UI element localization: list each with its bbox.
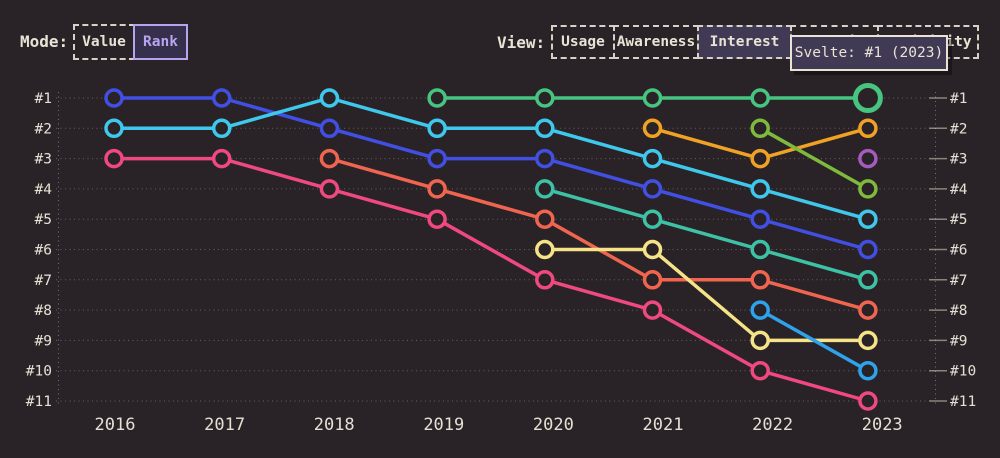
rank-label-right: #9 — [950, 333, 967, 349]
series-line-rose — [112, 156, 870, 403]
marker-svelte-green-2021[interactable] — [642, 88, 663, 108]
marker-teal-2023[interactable] — [858, 270, 878, 290]
rank-label-left: #6 — [35, 243, 52, 259]
rank-label-left: #2 — [35, 121, 52, 137]
series-line-cyan — [112, 96, 870, 221]
mode-rank-button[interactable]: Rank — [133, 24, 188, 60]
marker-lime-2022[interactable] — [750, 118, 770, 139]
series-line-sky — [758, 308, 870, 373]
rank-label-right: #1 — [950, 91, 967, 107]
marker-coral-2020[interactable] — [535, 209, 555, 229]
marker-rose-2023[interactable] — [858, 391, 878, 411]
mode-value-button[interactable]: Value — [73, 24, 135, 60]
marker-blue-2018[interactable] — [319, 118, 340, 139]
marker-yellow-2020[interactable] — [535, 239, 555, 260]
view-interest-button[interactable]: Interest — [697, 25, 792, 59]
rank-label-left: #9 — [35, 333, 52, 349]
rank-label-left: #1 — [35, 91, 52, 107]
marker-yellow-2023[interactable] — [858, 330, 878, 351]
marker-yellow-2022[interactable] — [750, 330, 770, 351]
rank-label-left: #11 — [26, 394, 52, 410]
marker-cyan-2021[interactable] — [642, 148, 663, 169]
marker-svelte-green-2020[interactable] — [535, 88, 555, 108]
marker-purple-2023[interactable] — [858, 148, 878, 169]
year-label: 2019 — [423, 415, 464, 435]
marker-cyan-2023[interactable] — [858, 209, 878, 229]
series-line-lime — [758, 126, 870, 191]
marker-coral-2023[interactable] — [858, 300, 878, 320]
marker-sky-2022[interactable] — [750, 300, 770, 320]
marker-rose-2017[interactable] — [211, 148, 232, 169]
marker-blue-2016[interactable] — [104, 88, 124, 108]
marker-teal-2020[interactable] — [535, 179, 555, 199]
marker-lime-2023[interactable] — [858, 179, 878, 199]
marker-orange-2021[interactable] — [642, 118, 663, 139]
rank-label-right: #10 — [950, 364, 976, 380]
marker-rose-2022[interactable] — [750, 360, 770, 381]
view-label: View: — [497, 33, 546, 52]
marker-yellow-2021[interactable] — [642, 239, 663, 260]
mode-toggle-group: Value Rank — [73, 24, 188, 60]
marker-rose-2018[interactable] — [319, 179, 340, 199]
marker-coral-2019[interactable] — [427, 179, 447, 199]
marker-teal-2022[interactable] — [750, 239, 770, 260]
rank-label-left: #8 — [35, 303, 52, 319]
year-label: 2022 — [752, 415, 793, 435]
view-awareness-button[interactable]: Awareness — [613, 25, 699, 59]
chart-tooltip: Svelte: #1 (2023) — [790, 35, 948, 71]
marker-coral-2018[interactable] — [319, 148, 340, 169]
marker-svelte-green-2022[interactable] — [750, 88, 770, 108]
rank-label-left: #3 — [35, 152, 52, 168]
rank-label-right: #7 — [950, 273, 967, 289]
rank-label-left: #7 — [35, 273, 52, 289]
marker-orange-2022[interactable] — [750, 148, 770, 169]
marker-blue-2022[interactable] — [750, 209, 770, 229]
marker-cyan-2020[interactable] — [535, 118, 555, 139]
year-label: 2017 — [204, 415, 245, 435]
marker-blue-2020[interactable] — [535, 148, 555, 169]
series-line-teal — [543, 187, 870, 282]
marker-blue-2021[interactable] — [642, 179, 663, 199]
series-line-coral — [327, 156, 870, 312]
marker-blue-2019[interactable] — [427, 148, 447, 169]
marker-cyan-2017[interactable] — [211, 118, 232, 139]
marker-rose-2020[interactable] — [535, 270, 555, 290]
marker-blue-2017[interactable] — [211, 88, 232, 108]
marker-coral-2022[interactable] — [750, 270, 770, 290]
marker-orange-2023[interactable] — [858, 118, 878, 139]
rank-label-right: #3 — [950, 152, 967, 168]
year-label: 2020 — [533, 415, 574, 435]
rank-label-right: #8 — [950, 303, 967, 319]
rank-label-right: #2 — [950, 121, 967, 137]
marker-sky-2023[interactable] — [858, 360, 878, 381]
marker-rose-2016[interactable] — [104, 148, 124, 169]
year-label: 2016 — [95, 415, 136, 435]
rank-label-right: #5 — [950, 212, 967, 228]
rank-label-left: #10 — [26, 364, 52, 380]
mode-label: Mode: — [20, 32, 69, 51]
year-label: 2018 — [314, 415, 355, 435]
year-label: 2023 — [862, 415, 903, 435]
marker-cyan-2016[interactable] — [104, 118, 124, 139]
marker-svelte-green-2023[interactable] — [852, 83, 883, 113]
year-label: 2021 — [643, 415, 684, 435]
rank-label-left: #5 — [35, 212, 52, 228]
rank-label-left: #4 — [35, 182, 53, 198]
rank-label-right: #4 — [950, 182, 968, 198]
marker-teal-2021[interactable] — [642, 209, 663, 229]
rank-label-right: #11 — [950, 394, 976, 410]
marker-rose-2021[interactable] — [642, 300, 663, 320]
marker-cyan-2022[interactable] — [750, 179, 770, 199]
rank-label-right: #6 — [950, 243, 967, 259]
marker-cyan-2018[interactable] — [319, 88, 340, 108]
series-line-blue — [112, 96, 870, 252]
view-usage-button[interactable]: Usage — [551, 25, 615, 59]
marker-rose-2019[interactable] — [427, 209, 447, 229]
marker-cyan-2019[interactable] — [427, 118, 447, 139]
marker-svelte-green-2019[interactable] — [427, 88, 447, 108]
marker-blue-2023[interactable] — [858, 239, 878, 260]
marker-coral-2021[interactable] — [642, 270, 663, 290]
